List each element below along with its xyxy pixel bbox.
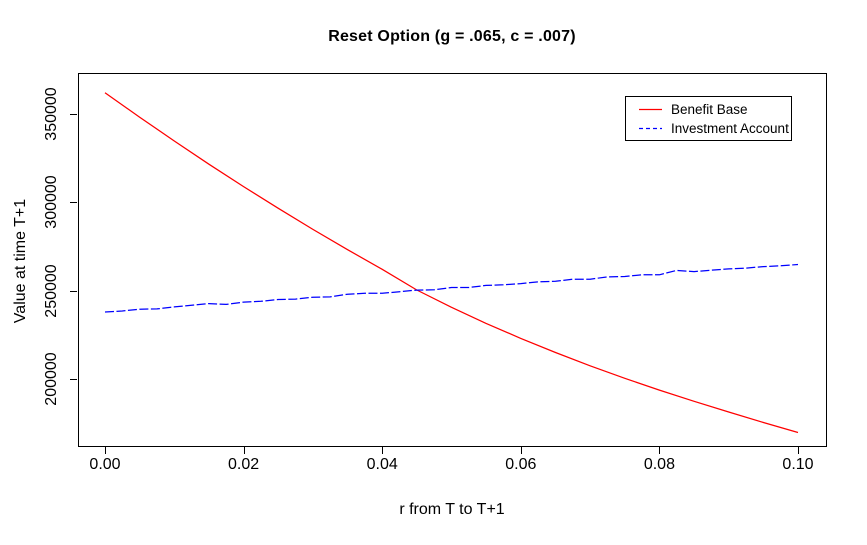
legend-entry-benefit-base: Benefit Base	[626, 101, 791, 117]
legend-label-benefit-base: Benefit Base	[671, 101, 748, 117]
y-tick-label: 350000	[43, 87, 60, 141]
y-axis-label: Value at time T+1	[12, 198, 29, 324]
legend-line-solid-icon	[639, 108, 662, 110]
x-tick-label: 0.04	[366, 456, 398, 473]
data-series	[104, 92, 799, 434]
x-tick-label: 0.06	[505, 456, 537, 473]
x-tick-label: 0.00	[89, 456, 121, 473]
series-line-benefit-base	[104, 92, 799, 434]
x-tick-label: 0.08	[643, 456, 675, 473]
y-tick-label: 200000	[43, 352, 60, 406]
y-tick-label: 300000	[43, 175, 60, 230]
legend-label-investment-account: Investment Account	[671, 120, 789, 136]
legend-entry-investment-account: Investment Account	[626, 120, 791, 136]
legend-line-dashed-icon	[639, 127, 662, 129]
x-axis-label: r from T to T+1	[399, 501, 505, 518]
x-tick-label: 0.10	[782, 456, 814, 473]
legend: Benefit Base Investment Account	[625, 96, 792, 141]
x-tick-label: 0.02	[228, 456, 260, 473]
chart-title: Reset Option (g = .065, c = .007)	[328, 28, 576, 45]
plot-border	[78, 73, 827, 447]
series-line-investment-account	[104, 263, 799, 313]
axes	[70, 73, 827, 454]
y-tick-label: 250000	[43, 263, 60, 318]
